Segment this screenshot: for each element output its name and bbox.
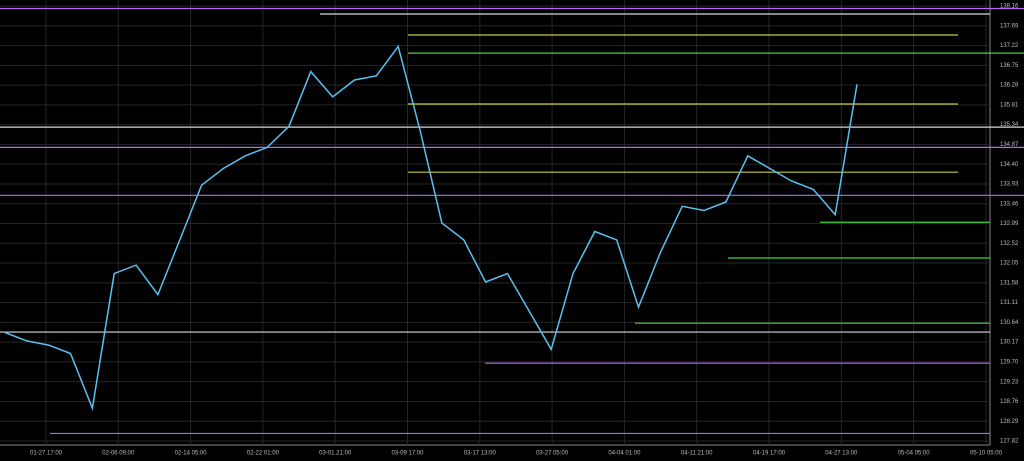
y-tick-label: 127.82 — [1000, 439, 1019, 445]
y-tick-label: 134.87 — [1000, 142, 1019, 148]
x-tick-label: 04-27 13:00 — [825, 451, 858, 457]
y-tick-label: 133.46 — [1000, 201, 1019, 207]
y-tick-label: 128.29 — [1000, 419, 1019, 425]
x-tick-label: 03-09 17:00 — [391, 451, 424, 457]
y-tick-label: 134.40 — [1000, 162, 1019, 168]
price-line — [4, 44, 858, 411]
y-tick-label: 136.28 — [1000, 83, 1019, 89]
x-tick-label: 02-22 01:00 — [247, 451, 280, 457]
y-tick-label: 129.70 — [1000, 359, 1019, 365]
y-tick-label: 135.34 — [1000, 122, 1019, 128]
x-tick-label: 04-04 01:00 — [608, 451, 641, 457]
y-tick-label: 129.23 — [1000, 379, 1019, 385]
x-tick-label: 05-10 05:00 — [970, 451, 1003, 457]
x-tick-label: 03-01 21:00 — [319, 451, 352, 457]
x-tick-label: 01-27 17:00 — [30, 451, 63, 457]
y-tick-label: 131.11 — [1000, 300, 1019, 306]
y-tick-label: 131.58 — [1000, 280, 1019, 286]
x-tick-label: 03-27 05:00 — [536, 451, 569, 457]
x-tick-label: 02-06 09:00 — [102, 451, 135, 457]
y-tick-label: 128.76 — [1000, 399, 1019, 405]
x-tick-label: 05-04 05:00 — [898, 451, 931, 457]
x-tick-label: 03-17 13:00 — [464, 451, 497, 457]
y-tick-label: 137.69 — [1000, 23, 1019, 29]
y-tick-label: 135.81 — [1000, 102, 1019, 108]
y-tick-label: 138.16 — [1000, 4, 1019, 10]
y-tick-label: 137.22 — [1000, 43, 1019, 49]
y-tick-label: 130.17 — [1000, 340, 1019, 346]
y-tick-label: 133.93 — [1000, 182, 1019, 188]
x-tick-label: 02-14 05:00 — [175, 451, 208, 457]
y-tick-label: 132.52 — [1000, 241, 1019, 247]
y-tick-label: 136.75 — [1000, 63, 1019, 69]
y-tick-label: 132.99 — [1000, 221, 1019, 227]
x-tick-label: 04-19 17:00 — [753, 451, 786, 457]
y-tick-label: 130.64 — [1000, 320, 1019, 326]
x-tick-label: 04-11 21:00 — [681, 451, 713, 457]
y-tick-label: 132.05 — [1000, 261, 1019, 267]
